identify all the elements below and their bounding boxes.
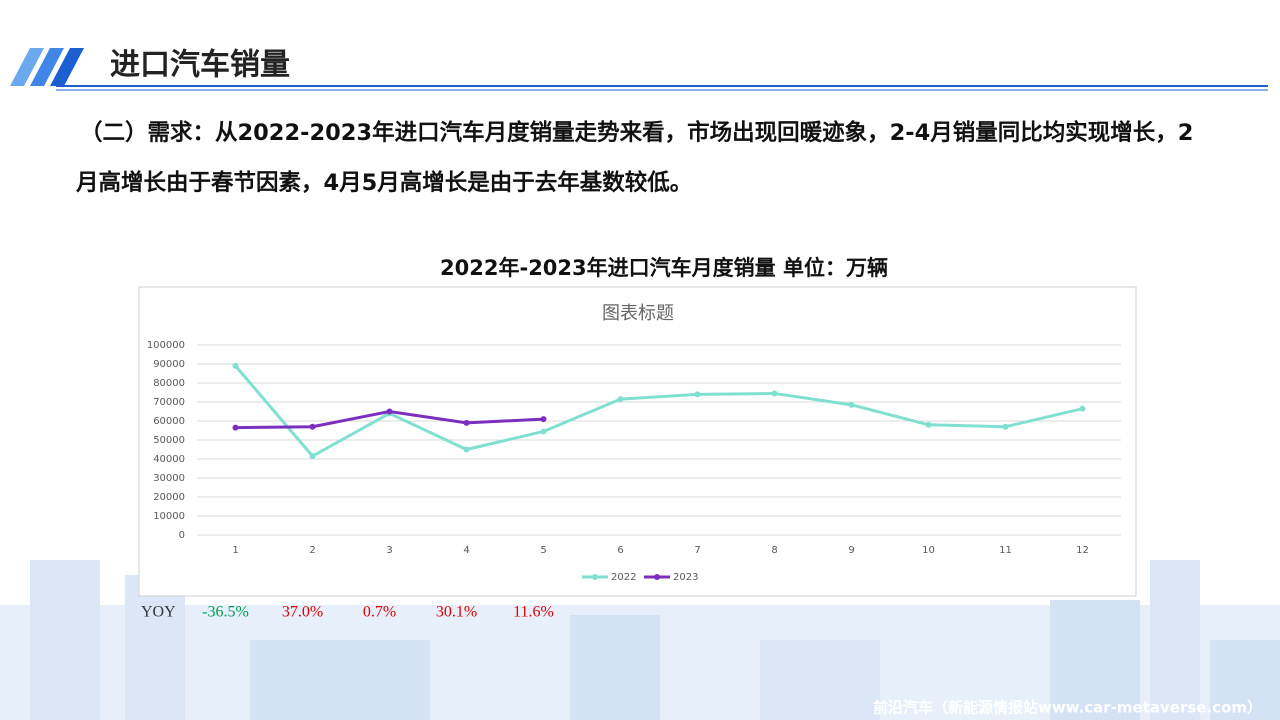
y-tick-label: 30000: [153, 473, 185, 484]
legend-marker: [592, 574, 598, 580]
point: [232, 362, 239, 369]
chart-title: 图表标题: [602, 303, 674, 324]
legend-label: 2022: [611, 572, 636, 583]
x-tick-label: 3: [386, 545, 392, 556]
point: [540, 428, 547, 435]
point: [463, 419, 470, 426]
point: [463, 446, 470, 453]
x-tick-label: 8: [771, 545, 777, 556]
x-tick-label: 10: [922, 545, 935, 556]
yoy-label: YOY: [141, 604, 176, 621]
y-tick-label: 0: [179, 530, 185, 541]
point: [386, 408, 393, 415]
point: [309, 423, 316, 430]
point: [694, 391, 701, 398]
series-line: [234, 364, 1083, 459]
watermark: 前沿汽车（新能源情报站www.car-metaverse.com）: [873, 699, 1262, 717]
x-tick-label: 9: [848, 545, 854, 556]
yoy-value: 30.1%: [436, 604, 477, 621]
legend-marker: [654, 574, 660, 580]
legend-label: 2023: [673, 572, 698, 583]
point: [771, 390, 778, 397]
y-tick-label: 20000: [153, 492, 185, 503]
point: [848, 401, 855, 408]
x-tick-label: 6: [617, 545, 623, 556]
point: [1002, 423, 1009, 430]
y-tick-label: 80000: [153, 378, 185, 389]
y-tick-label: 100000: [147, 340, 185, 351]
point: [617, 396, 624, 403]
skyline: [0, 560, 1280, 720]
header-title: 进口汽车销量: [110, 48, 290, 83]
x-tick-label: 11: [999, 545, 1012, 556]
x-tick-label: 4: [463, 545, 469, 556]
header-icon: [10, 48, 84, 86]
y-tick-label: 90000: [153, 359, 185, 370]
point: [232, 424, 239, 431]
x-tick-label: 7: [694, 545, 700, 556]
x-tick-label: 5: [540, 545, 546, 556]
yoy-value: 37.0%: [282, 604, 323, 621]
y-tick-label: 70000: [153, 397, 185, 408]
y-tick-label: 40000: [153, 454, 185, 465]
point: [1079, 405, 1086, 412]
paragraph: （二）需求：从2022-2023年进口汽车月度销量走势来看，市场出现回暖迹象，2…: [76, 120, 1194, 196]
yoy-value: 11.6%: [513, 604, 554, 621]
yoy-value: -36.5%: [202, 604, 249, 621]
point: [540, 416, 547, 423]
x-tick-label: 12: [1076, 545, 1089, 556]
y-tick-label: 50000: [153, 435, 185, 446]
point: [309, 453, 316, 460]
y-tick-label: 10000: [153, 511, 185, 522]
yoy-value: 0.7%: [363, 604, 396, 621]
caption: 2022年-2023年进口汽车月度销量 单位：万辆: [440, 256, 888, 280]
x-tick-label: 2: [309, 545, 315, 556]
y-tick-label: 60000: [153, 416, 185, 427]
chart-frame: [138, 286, 1137, 597]
x-tick-label: 1: [232, 545, 238, 556]
point: [925, 421, 932, 428]
